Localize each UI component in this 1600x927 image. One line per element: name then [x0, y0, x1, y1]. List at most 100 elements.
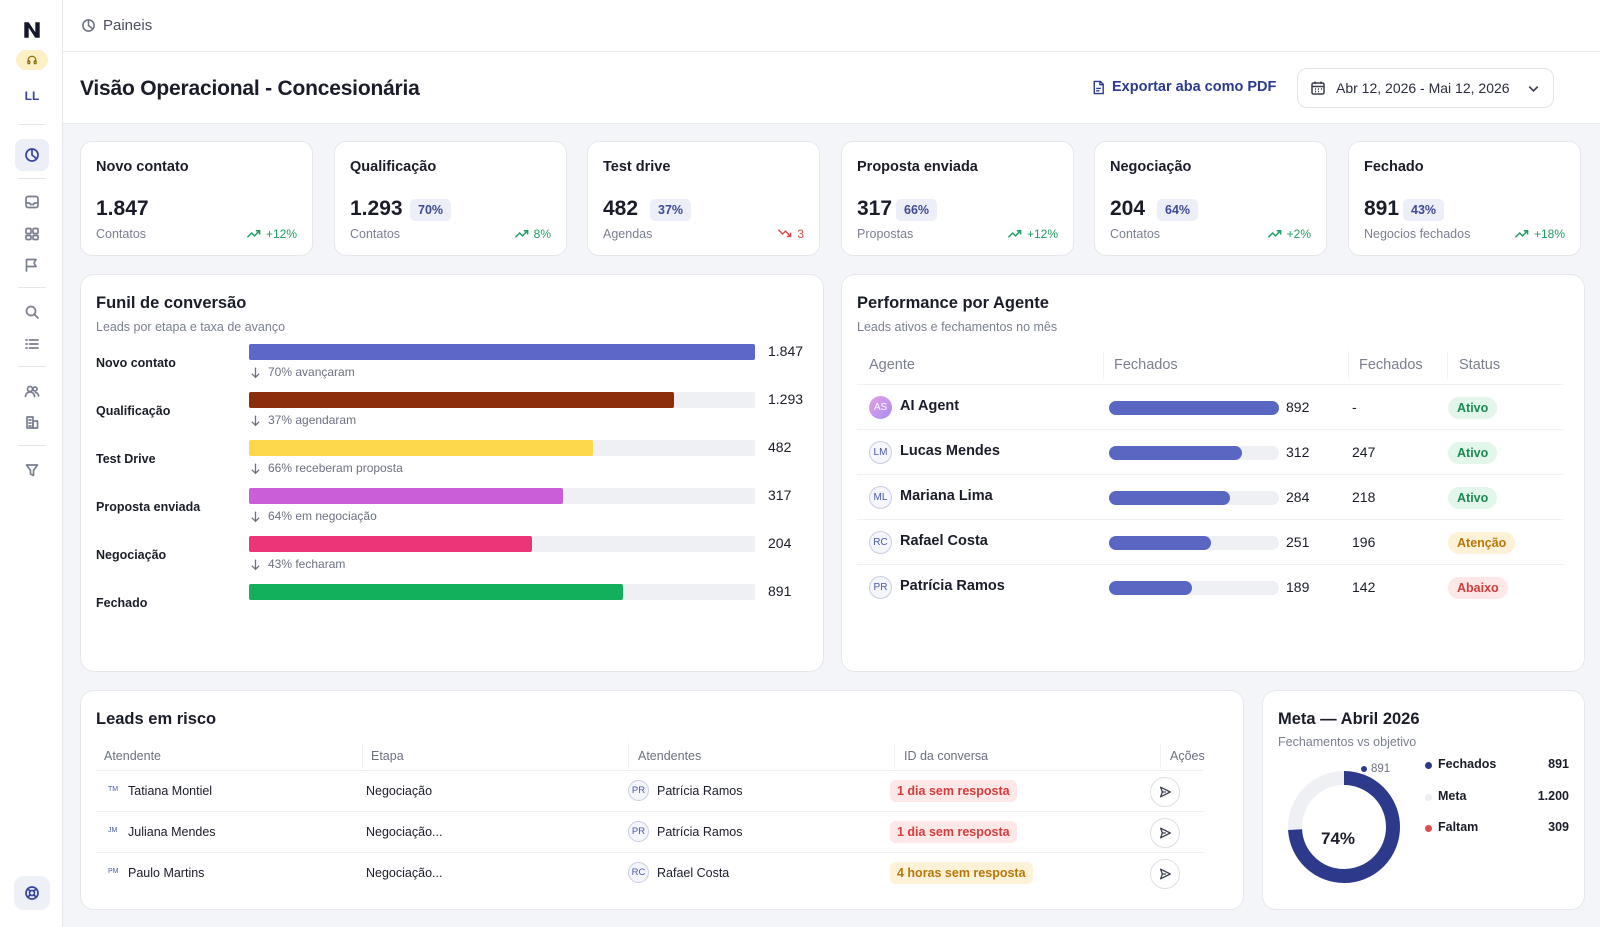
kpi-trend-value: 3 — [797, 226, 804, 241]
kpi-trend-value: 8% — [533, 226, 551, 241]
column-header-atendente[interactable]: Atendente — [104, 749, 161, 763]
kpi-card-proposta-enviada[interactable]: Proposta enviada 317 66% Propostas +12% — [841, 141, 1074, 256]
goal-donut-progress[interactable] — [1288, 771, 1400, 883]
kpi-subtitle: Contatos — [350, 227, 401, 241]
performance-title: Performance por Agente — [857, 294, 1049, 312]
kpi-trend-value: +12% — [265, 226, 297, 241]
column-header-id-conversa[interactable]: ID da conversa — [904, 749, 989, 763]
agent-progress-track — [1109, 536, 1279, 550]
goal-donut-chart — [1288, 771, 1400, 883]
funnel-note-text: 66% receberam proposta — [268, 461, 403, 475]
status-badge: Ativo — [1448, 442, 1498, 464]
help-icon[interactable] — [14, 876, 50, 910]
send-button[interactable] — [1150, 859, 1180, 889]
funnel-label-test-drive: Test Drive — [96, 452, 156, 466]
avatar: RC — [869, 531, 892, 554]
agent-row[interactable]: PR Patrícia Ramos 189 142 Abaixo — [857, 565, 1563, 610]
column-header-atendentes[interactable]: Atendentes — [638, 749, 702, 763]
kpi-title: Novo contato — [96, 159, 189, 175]
kpi-card-test-drive[interactable]: Test drive 482 37% Agendas 3 — [587, 141, 820, 256]
kpi-value: 1.847 — [96, 197, 149, 220]
search-icon[interactable] — [15, 296, 49, 328]
send-button[interactable] — [1150, 777, 1180, 807]
filter-icon[interactable] — [15, 454, 49, 486]
funnel-note-text: 43% fecharam — [268, 557, 346, 571]
user-avatar[interactable]: LL — [24, 89, 40, 103]
kpi-rate-badge: 43% — [1403, 199, 1445, 221]
kpi-card-negociacao[interactable]: Negociação 204 64% Contatos +2% — [1094, 141, 1327, 256]
avatar: PR — [869, 576, 892, 599]
funnel-card: Funil de conversão Leads por etapa e tax… — [80, 274, 824, 672]
kpi-trend: +12% — [246, 226, 297, 241]
kpi-rate-badge: 66% — [896, 199, 938, 221]
funnel-bar-novo-contato[interactable] — [249, 344, 755, 360]
export-pdf-button[interactable]: Exportar aba como PDF — [1091, 79, 1276, 95]
funnel-bar-qualificacao[interactable] — [249, 392, 675, 408]
kpi-trend: +2% — [1267, 226, 1311, 241]
funnel-bar-test-drive[interactable] — [249, 440, 594, 456]
agent-row[interactable]: AS AI Agent 892 - Ativo — [857, 385, 1563, 430]
agent-closed-value: 196 — [1352, 534, 1376, 550]
funnel-bar-proposta-enviada[interactable] — [249, 488, 563, 504]
kpi-subtitle: Contatos — [96, 227, 147, 241]
table-row[interactable]: TM Tatiana Montiel Negociação PR Patrícia Ra… — [96, 771, 1204, 812]
legend-dot-fechados — [1425, 762, 1432, 769]
list-icon[interactable] — [15, 328, 49, 360]
column-header-ativos[interactable]: Fechados — [1114, 357, 1178, 373]
page-title: Visão Operacional - Concesionária — [80, 77, 420, 100]
column-header-etapa[interactable]: Etapa — [371, 749, 404, 763]
agent-progress-bar — [1109, 581, 1193, 595]
agent-progress-track — [1109, 401, 1279, 415]
date-range-value: Abr 12, 2026 - Mai 12, 2026 — [1336, 80, 1510, 96]
column-header-acoes[interactable]: Ações — [1170, 749, 1205, 763]
building-icon[interactable] — [15, 406, 49, 438]
kpi-card-fechado[interactable]: Fechado 891 43% Negocios fechados +18% — [1348, 141, 1581, 256]
kanban-icon[interactable] — [15, 218, 49, 250]
funnel-track — [249, 440, 755, 456]
funnel-track — [249, 488, 755, 504]
agent-row[interactable]: ML Mariana Lima 284 218 Ativo — [857, 475, 1563, 520]
agent-row[interactable]: LM Lucas Mendes 312 247 Ativo — [857, 430, 1563, 475]
kpi-card-novo-contato[interactable]: Novo contato 1.847 Contatos +12% — [80, 141, 313, 256]
breadcrumb[interactable]: Paineis — [81, 17, 152, 34]
send-button[interactable] — [1150, 818, 1180, 848]
trend-up-icon — [1514, 229, 1529, 238]
kpi-card-qualificacao[interactable]: Qualificação 1.293 70% Contatos 8% — [334, 141, 567, 256]
status-badge: Ativo — [1448, 397, 1498, 419]
column-header-agente[interactable]: Agente — [869, 357, 915, 373]
trend-up-icon — [246, 229, 261, 238]
arrow-down-icon — [251, 463, 260, 474]
agent-active-value: 189 — [1286, 579, 1310, 595]
response-time-badge: 1 dia sem resposta — [890, 780, 1017, 802]
inbox-icon[interactable] — [15, 186, 49, 218]
column-header-status[interactable]: Status — [1459, 357, 1501, 373]
agent-closed-value: 218 — [1352, 489, 1376, 505]
funnel-bar-fechado[interactable] — [249, 584, 624, 600]
campaign-icon[interactable] — [15, 249, 49, 281]
column-header-fechados[interactable]: Fechados — [1359, 357, 1423, 373]
headset-icon[interactable] — [16, 50, 48, 70]
avatar: RC — [628, 862, 649, 883]
users-icon[interactable] — [15, 375, 49, 407]
avatar: LM — [869, 441, 892, 464]
agent-row[interactable]: RC Rafael Costa 251 196 Atenção — [857, 520, 1563, 565]
goal-marker-label: 891 — [1371, 763, 1391, 775]
agent-closed-value: 247 — [1352, 444, 1376, 460]
funnel-note-text: 64% em negociação — [268, 509, 377, 523]
funnel-track — [249, 536, 755, 552]
lead-stage: Negociação... — [366, 825, 443, 839]
table-row[interactable]: JM Juliana Mendes Negociação... PR Patrícia … — [96, 812, 1204, 853]
logo-icon[interactable] — [15, 14, 49, 46]
date-range-picker[interactable]: Abr 12, 2026 - Mai 12, 2026 — [1297, 68, 1554, 108]
legend-label-fechados: Fechados — [1438, 757, 1497, 771]
kpi-subtitle: Contatos — [1110, 227, 1161, 241]
goal-card: Meta — Abril 2026 Fechamentos vs objetiv… — [1262, 690, 1585, 910]
kpi-value: 891 — [1364, 197, 1400, 220]
funnel-bar-negociacao[interactable] — [249, 536, 533, 552]
risk-title: Leads em risco — [96, 710, 217, 728]
dashboard-icon[interactable] — [15, 139, 49, 171]
funnel-conversion-note: 64% em negociação — [249, 509, 377, 523]
table-row[interactable]: PM Paulo Martins Negociação... RC Rafael Cos… — [96, 853, 1204, 894]
legend-dot-meta — [1425, 794, 1432, 801]
avatar: TM — [108, 786, 119, 793]
